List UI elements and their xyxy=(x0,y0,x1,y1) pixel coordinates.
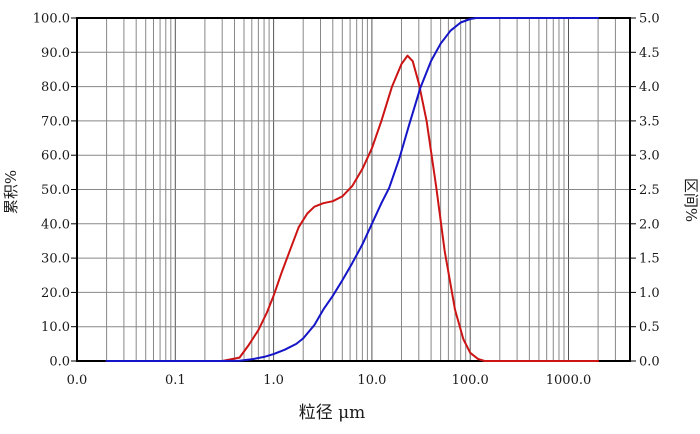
y-left-tick-label: 20.0 xyxy=(41,286,70,301)
x-tick-label: 10.0 xyxy=(357,373,386,388)
y-right-tick-label: 1.0 xyxy=(639,286,660,301)
x-axis-title: 粒径 μm xyxy=(299,403,366,423)
x-tick-label: 0.1 xyxy=(165,373,186,388)
y-left-tick-label: 40.0 xyxy=(41,217,70,232)
x-tick-label: 0.0 xyxy=(67,373,88,388)
x-tick-label: 1000.0 xyxy=(546,373,592,388)
y-right-axis-title: 区间% xyxy=(682,178,700,222)
x-tick-label: 100.0 xyxy=(452,373,489,388)
y-left-tick-label: 0.0 xyxy=(49,355,70,370)
y-left-tick-label: 60.0 xyxy=(41,149,70,164)
x-tick-label: 1.0 xyxy=(263,373,284,388)
y-right-tick-label: 4.0 xyxy=(639,80,660,95)
y-right-tick-label: 3.0 xyxy=(639,149,660,164)
y-left-tick-label: 30.0 xyxy=(41,252,70,267)
y-right-tick-label: 1.5 xyxy=(639,252,660,267)
plot-border xyxy=(76,17,631,362)
y-left-tick-label: 100.0 xyxy=(33,12,70,27)
y-right-tick-label: 3.5 xyxy=(639,114,660,129)
y-left-axis-title: 累积% xyxy=(2,170,20,214)
y-left-tick-label: 10.0 xyxy=(41,320,70,335)
data-series xyxy=(105,17,600,362)
y-right-tick-label: 2.5 xyxy=(639,183,660,198)
y-right-tick-label: 0.5 xyxy=(639,320,660,335)
y-left-tick-label: 70.0 xyxy=(41,114,70,129)
y-right-tick-labels: 5.0 4.5 4.0 3.5 3.0 2.5 2.0 1.5 1.0 0.5 0.0 xyxy=(639,12,660,370)
y-left-tick-labels: 100.0 90.0 80.0 70.0 60.0 50.0 40.0 30.0 20.0 10.… xyxy=(33,12,70,370)
interval-percent-curve xyxy=(105,54,600,362)
cumulative-percent-curve xyxy=(105,17,600,362)
y-right-tick-label: 2.0 xyxy=(639,217,660,232)
horizontal-gridlines xyxy=(77,51,630,328)
y-left-tick-label: 80.0 xyxy=(41,80,70,95)
y-left-tick-label: 50.0 xyxy=(41,183,70,198)
y-left-tick-label: 90.0 xyxy=(41,46,70,61)
x-axis-tick-labels: 0.0 0.1 1.0 10.0 100.0 1000.0 xyxy=(67,373,592,388)
y-right-tick-label: 0.0 xyxy=(639,355,660,370)
y-right-tick-label: 5.0 xyxy=(639,12,660,27)
y-right-tick-label: 4.5 xyxy=(639,46,660,61)
